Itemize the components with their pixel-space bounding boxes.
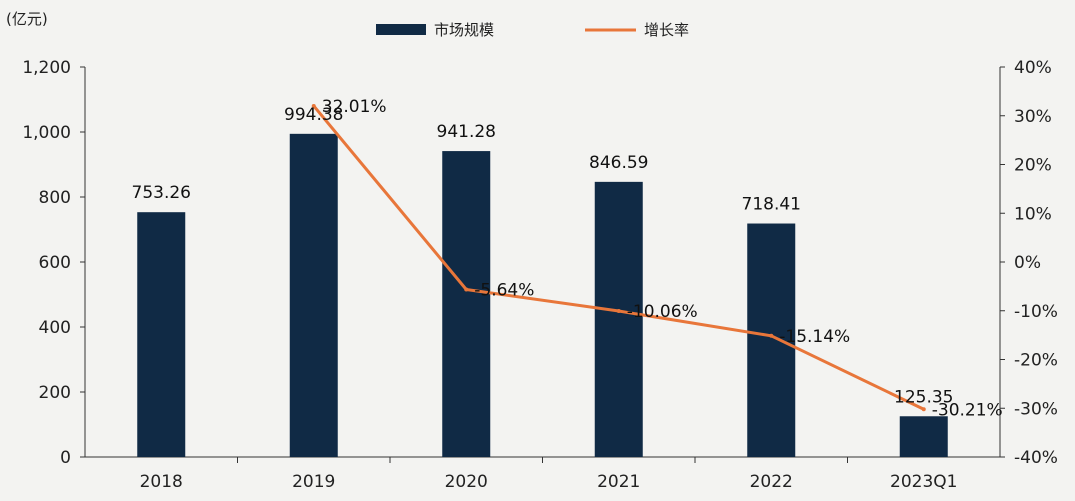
bar-value-label: 941.28 [437, 122, 496, 142]
growth-rate-point [311, 103, 316, 108]
bar-value-label: 846.59 [589, 153, 648, 173]
legend-label-growth-rate: 增长率 [644, 21, 689, 39]
right-tick-label: 10% [1014, 204, 1052, 224]
right-tick-label: -10% [1014, 302, 1058, 322]
growth-rate-label: -15.14% [779, 327, 850, 347]
bar-series [137, 133, 948, 458]
right-tick-label: 30% [1014, 107, 1052, 127]
left-tick-label: 600 [39, 253, 71, 273]
growth-rate-label: 32.01% [322, 97, 387, 117]
growth-rate-point [616, 309, 621, 314]
x-tick-label: 2019 [292, 472, 335, 492]
legend-label-market-size: 市场规模 [434, 21, 494, 39]
growth-rate-label: -5.64% [474, 280, 534, 300]
bar-value-label: 718.41 [742, 195, 801, 215]
data-labels: 753.26 994.38 941.28 846.59 718.41 125.35 32.0… [132, 97, 1003, 420]
left-tick-label: 1,000 [22, 123, 71, 143]
bar-2022 [747, 223, 796, 457]
bar-2021 [594, 181, 643, 457]
left-tick-label: 400 [39, 318, 71, 338]
bar-2018 [137, 212, 186, 457]
left-tick-label: 0 [60, 448, 71, 468]
bar-value-label: 753.26 [132, 183, 191, 203]
x-tick-label: 2021 [597, 472, 640, 492]
bar-value-label: 125.35 [894, 387, 953, 407]
right-tick-label: -20% [1014, 351, 1058, 371]
x-tick-label: 2018 [140, 472, 183, 492]
right-tick-label: 40% [1014, 58, 1052, 78]
axes: 0 200 400 600 800 1,000 1,200 -40% -30% -20% -10% 0… [22, 58, 1058, 492]
bar-2019 [289, 133, 338, 457]
left-tick-label: 200 [39, 383, 71, 403]
legend: 市场规模 增长率 [376, 21, 689, 39]
right-tick-label: 20% [1014, 156, 1052, 176]
growth-rate-point [921, 407, 926, 412]
left-tick-label: 1,200 [22, 58, 71, 78]
legend-swatch-market-size [376, 24, 426, 35]
growth-rate-point [769, 333, 774, 338]
left-axis-unit-label: (亿元) [6, 10, 48, 28]
right-tick-label: -30% [1014, 399, 1058, 419]
right-tick-label: 0% [1014, 253, 1041, 273]
growth-rate-point [464, 287, 469, 292]
bar-value-label: 994.38 [284, 105, 343, 125]
growth-rate-label: -10.06% [627, 302, 698, 322]
x-tick-label: 2020 [445, 472, 488, 492]
left-tick-label: 800 [39, 188, 71, 208]
line-series [311, 103, 926, 412]
growth-rate-label: -30.21% [932, 400, 1003, 420]
x-tick-label: 2023Q1 [890, 472, 957, 492]
bar-2023Q1 [899, 416, 948, 457]
x-tick-label: 2022 [750, 472, 793, 492]
bar-2020 [442, 151, 491, 458]
right-tick-label: -40% [1014, 448, 1058, 468]
